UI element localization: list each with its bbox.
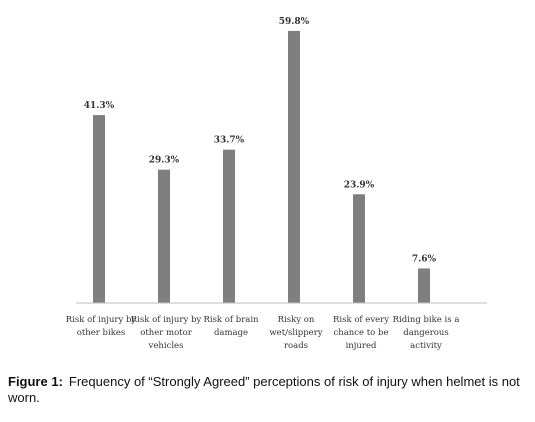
bar-1 (93, 115, 105, 304)
figure-caption: Figure 1: Frequency of “Strongly Agreed” … (8, 374, 528, 406)
category-label-2: Risk of injury by other motor vehicles (131, 315, 202, 351)
bar-2 (158, 169, 170, 303)
bar-3 (223, 149, 235, 303)
value-label-2: 29.3% (149, 156, 180, 166)
category-label-4: Risky on wet/slippery roads (269, 315, 322, 351)
category-label-1: Risk of injury by other bikes (66, 315, 137, 338)
bar-6 (418, 268, 430, 303)
caption-label: Figure 1: (8, 374, 63, 389)
category-label-5: Risk of every chance to be injured (333, 315, 389, 351)
bar-chart: 41.3% 29.3% 33.7% 59.8% 23.9% 7.6% Risk of in… (66, 17, 487, 351)
value-label-3: 33.7% (214, 136, 245, 146)
category-label-3: Risk of brain damage (203, 315, 259, 338)
value-label-5: 23.9% (344, 180, 375, 190)
bars-group (93, 30, 430, 304)
value-label-4: 59.8% (279, 17, 310, 27)
bar-4 (288, 30, 300, 303)
value-label-1: 41.3% (84, 101, 115, 111)
category-label-6: Riding bike is a dangerous activity (393, 315, 460, 351)
bar-5 (353, 194, 365, 303)
value-labels-group: 41.3% 29.3% 33.7% 59.8% 23.9% 7.6% (84, 17, 437, 265)
caption-text: Frequency of “Strongly Agreed” perceptio… (8, 374, 520, 405)
value-label-6: 7.6% (412, 254, 437, 264)
